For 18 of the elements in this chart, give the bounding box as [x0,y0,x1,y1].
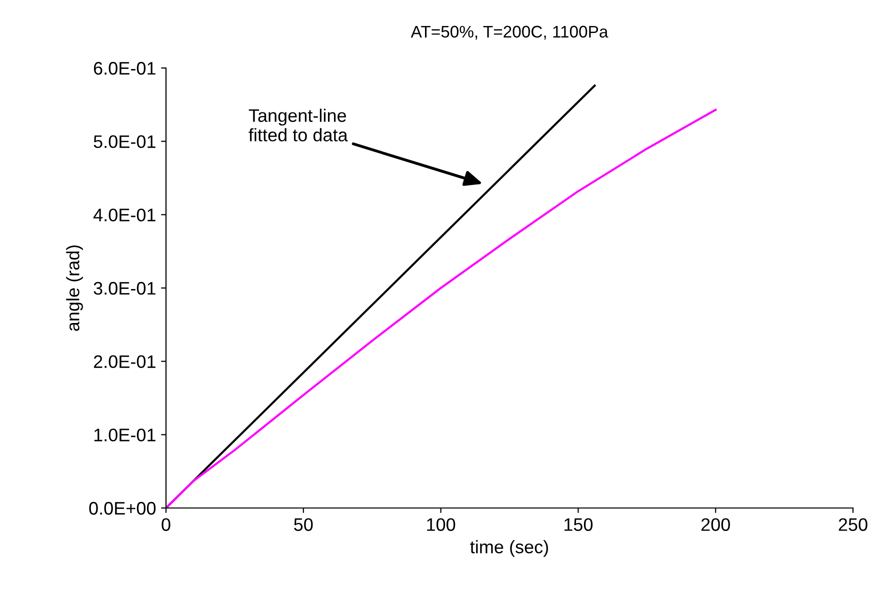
annotation: Tangent-line fitted to data [248,108,348,142]
x-tick-label: 150 [564,518,593,531]
y-tick-label: 0.0E+00 [89,502,156,515]
y-tick-label: 4.0E-01 [93,208,156,222]
chart-title: AT=50%, T=200C, 1100Pa [410,26,608,40]
x-tick-label: 50 [294,518,313,531]
y-tick-label: 3.0E-01 [94,282,156,295]
line-series [166,108,717,508]
y-tick-label: 1.0E-01 [94,428,156,442]
x-tick-label: 0 [162,518,170,531]
x-tick-label: 200 [701,518,730,531]
x-tick-label: 250 [838,518,868,531]
x-tick-label: 100 [427,518,456,531]
y-tick-label: 2.0E-01 [94,355,156,368]
y-axis-title: angle (rad) [66,245,83,331]
y-tick-label: 5.0E-01 [94,135,156,148]
y-tick-label: 6.0E-01 [94,62,156,75]
x-axis-title: time (sec) [470,540,548,557]
